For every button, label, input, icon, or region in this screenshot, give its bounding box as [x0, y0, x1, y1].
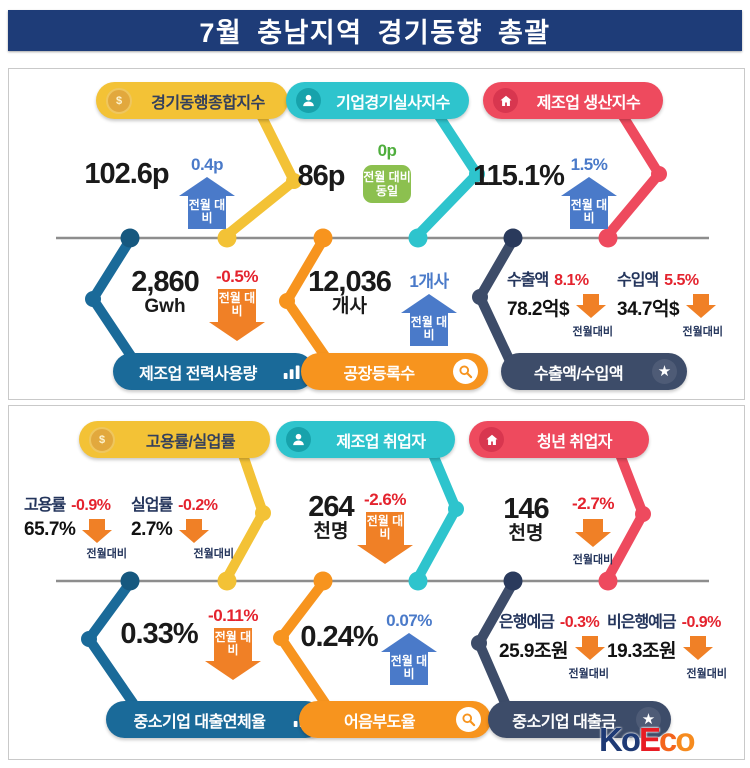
- bar-chart-icon: [279, 359, 304, 384]
- down-arrow-icon: [205, 661, 261, 680]
- bank-deposit-stat: 은행예금 -0.3% 25.9조원 전월대비: [499, 614, 609, 680]
- power-usage-value: 2,860 Gwh: [131, 266, 200, 318]
- pill-label: 고용률/실업률: [145, 433, 236, 451]
- pill-factory-count: 공장등록수: [301, 353, 488, 390]
- youth-workers-value: 146 천명: [503, 493, 549, 545]
- panel-upper: $ 경기동행종합지수 기업경기실사지수 제조업 생산지수 102.6p 0.4p…: [8, 68, 745, 400]
- up-arrow-icon: [561, 177, 617, 196]
- import-stat: 수입액 5.5% 34.7억$ 전월대비: [617, 272, 723, 338]
- star-icon: ★: [636, 707, 661, 732]
- down-arrow-icon: [576, 294, 607, 318]
- magnifier-icon: [453, 359, 478, 384]
- pill-label: 수출액/수입액: [533, 365, 624, 383]
- factory-count-value: 12,036 개사: [308, 266, 392, 318]
- youth-workers-change: -2.7% 전월대비: [572, 494, 614, 566]
- down-arrow-icon: [179, 519, 210, 543]
- loan-delinquency-value: 0.33%: [120, 618, 198, 650]
- pill-coincident-index: $ 경기동행종합지수: [96, 82, 288, 119]
- down-arrow-icon: [686, 294, 717, 318]
- house-icon: [493, 88, 518, 113]
- page-title: 7월 충남지역 경기동향 총괄: [199, 18, 551, 48]
- panel-lower: $ 고용률/실업률 제조업 취업자 청년 취업자 고용률 -0.9% 65.7% …: [8, 405, 745, 760]
- pill-label: 중소기업 대출금: [512, 713, 616, 731]
- pill-label: 공장등록수: [343, 365, 415, 383]
- business-survey-value: 86p: [297, 160, 346, 192]
- pill-youth-workers: 청년 취업자: [469, 421, 649, 458]
- pill-manufacturing-production-index: 제조업 생산지수: [483, 82, 663, 119]
- house-icon: [479, 427, 504, 452]
- up-arrow-icon: [401, 294, 457, 313]
- pill-power-usage: 제조업 전력사용량: [113, 353, 314, 390]
- pill-bill-default: 어음부도율: [299, 701, 491, 738]
- down-arrow-icon: [575, 519, 611, 547]
- business-survey-change: 0p 전월 대비 동일: [355, 141, 419, 203]
- down-arrow-icon: [682, 636, 713, 660]
- star-icon: ★: [652, 359, 677, 384]
- pill-label: 청년 취업자: [536, 433, 613, 451]
- pill-label: 제조업 취업자: [336, 433, 426, 451]
- pill-label: 제조업 생산지수: [536, 94, 641, 112]
- manufacturing-workers-change: -2.6% 전월 대비: [353, 490, 417, 564]
- pill-label: 제조업 전력사용량: [139, 365, 257, 383]
- person-icon: [296, 88, 321, 113]
- pill-employment-unemployment: $ 고용률/실업률: [79, 421, 270, 458]
- magnifier-icon: [456, 707, 481, 732]
- pill-export-import: 수출액/수입액 ★: [501, 353, 687, 390]
- pill-business-survey-index: 기업경기실사지수: [286, 82, 469, 119]
- no-change-box: 전월 대비 동일: [363, 165, 411, 203]
- down-arrow-icon: [82, 519, 113, 543]
- down-arrow-icon: [357, 545, 413, 564]
- up-arrow-icon: [179, 177, 235, 196]
- production-index-change: 1.5% 전월 대비: [557, 155, 621, 229]
- nonbank-deposit-stat: 비은행예금 -0.9% 19.3조원 전월대비: [607, 614, 727, 680]
- power-usage-change: -0.5% 전월 대비: [205, 267, 269, 341]
- manufacturing-workers-value: 264 천명: [308, 491, 354, 543]
- pill-label: 기업경기실사지수: [336, 94, 450, 112]
- down-arrow-icon: [574, 636, 605, 660]
- title-bar: 7월 충남지역 경기동향 총괄: [8, 10, 742, 51]
- factory-count-change: 1개사 전월 대비: [397, 267, 461, 346]
- pill-label: 중소기업 대출연체율: [133, 713, 266, 731]
- pill-sme-loans: 중소기업 대출금 ★: [488, 701, 671, 738]
- pill-loan-delinquency: 중소기업 대출연체율: [106, 701, 324, 738]
- bill-default-change: 0.07% 전월 대비: [377, 611, 441, 685]
- person-icon: [286, 427, 311, 452]
- pill-label: 경기동행종합지수: [151, 94, 265, 112]
- employment-rate-stat: 고용률 -0.9% 65.7% 전월대비: [24, 497, 127, 560]
- down-arrow-icon: [209, 322, 265, 341]
- up-arrow-icon: [381, 633, 437, 652]
- pill-manufacturing-workers: 제조업 취업자: [276, 421, 455, 458]
- export-stat: 수출액 8.1% 78.2억$ 전월대비: [507, 272, 613, 338]
- production-index-value: 115.1%: [473, 160, 565, 192]
- coincident-index-value: 102.6p: [84, 158, 169, 190]
- koeco-logo: KoEco: [599, 721, 696, 758]
- unemployment-rate-stat: 실업률 -0.2% 2.7% 전월대비: [131, 497, 234, 560]
- coincident-index-change: 0.4p 전월 대비: [175, 155, 239, 229]
- loan-delinquency-change: -0.11% 전월 대비: [201, 606, 265, 680]
- coin-icon: $: [89, 426, 115, 453]
- coin-icon: $: [106, 87, 132, 114]
- pill-label: 어음부도율: [343, 713, 416, 731]
